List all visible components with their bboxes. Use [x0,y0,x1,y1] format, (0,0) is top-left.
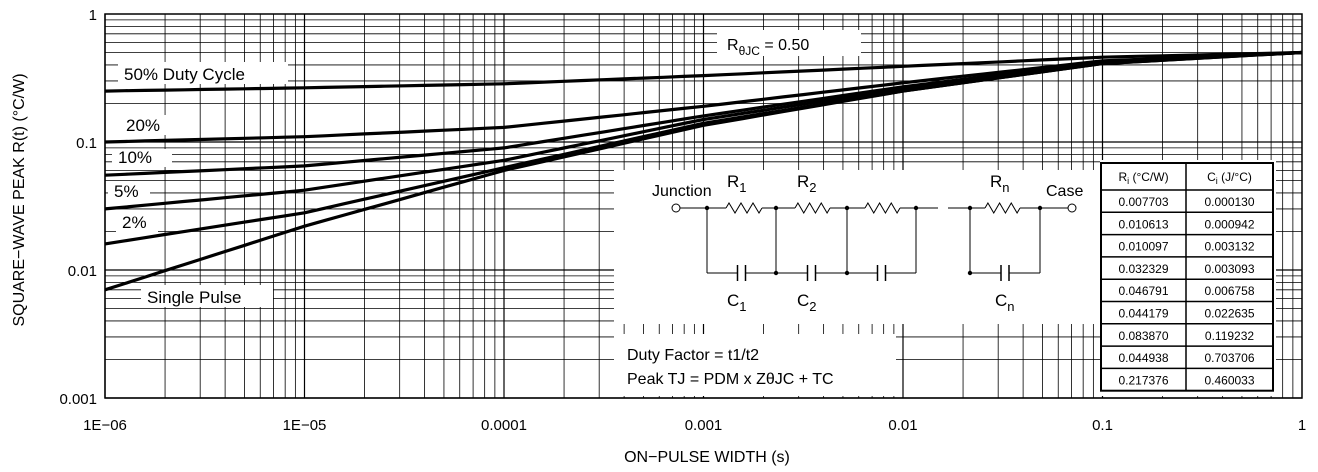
rc-table: Ri (°C/W) Ci (J/°C) 0.007703 0.000130 0.0106… [1100,162,1274,392]
series-label-background [141,285,273,307]
node [773,270,779,276]
rc-table-cell: 0.032329 [1118,262,1168,276]
rth-background [717,30,861,56]
node [704,205,710,211]
y-tick-label: 0.001 [59,391,97,408]
rc-table-cell: 0.007703 [1118,195,1168,209]
series-line-1 [104,50,1303,93]
series-label-background [118,62,288,84]
node [1037,205,1043,211]
rc-table-cell: 0.010097 [1118,240,1168,254]
rc-table-frame [1100,162,1274,392]
x-tick-label: 0.01 [888,417,917,434]
x-tick-label: 0.1 [1092,417,1113,434]
rc-table-cell: 0.460033 [1204,373,1254,387]
y-tick-label: 0.1 [76,135,97,152]
series-label-background [108,183,150,201]
case-label: Case [1046,183,1083,200]
series-line-6 [104,50,1303,292]
rc-table-cell: 0.003093 [1204,262,1254,276]
rc-table-cell: 0.119232 [1205,329,1254,343]
resistor-2 [794,202,831,214]
node [773,205,779,211]
y-tick-label: 1 [89,7,97,24]
rc-table-cell: 0.000130 [1204,195,1254,209]
x-tick-label: 1E−05 [283,417,327,434]
duty-factor-annotation: Duty Factor = t1/t2 [627,347,759,364]
tick-labels: 1E−06 1E−05 0.0001 0.001 0.01 0.1 1 0.001 0.01 0.… [59,7,1306,434]
series-label: 50% Duty Cycle [124,65,245,84]
rc-table-header: Ri (°C/W) [1118,170,1168,186]
x-tick-label: 1 [1298,417,1306,434]
x-axis-label: ON−PULSE WIDTH (s) [624,449,790,466]
rc-table-cell: 0.010613 [1118,217,1168,231]
curves [104,50,1303,292]
rc-table-cell: 0.217376 [1118,373,1168,387]
series-label: 5% [114,182,139,201]
junction-label: Junction [652,183,712,200]
rc-table-cell: 0.083870 [1118,329,1168,343]
resistor-n [984,202,1021,214]
node [967,270,973,276]
resistor-3 [864,202,901,214]
peak-annotation: Peak TJ = PDM x ZθJC + TC [627,371,834,388]
series-labels: 50% Duty Cycle 20% 10% 5% 2% Single Pulse [108,62,288,307]
rc-table-header: Ci (J/°C) [1207,170,1252,186]
x-tick-label: 0.001 [685,417,723,434]
series-label-background [112,149,172,167]
y-tick-label: 0.01 [68,263,97,280]
rc-table-cell: 0.046791 [1118,284,1168,298]
rc-table-cell: 0.044179 [1118,307,1168,321]
formula-background [614,334,896,396]
node [967,205,973,211]
rc-table-cell: 0.022635 [1204,307,1254,321]
series-label: 20% [126,116,160,135]
rc-table-cell: 0.044938 [1118,351,1168,365]
rc-table-cell: 0.000942 [1204,217,1254,231]
node [913,205,919,211]
rc-table-cell: 0.003132 [1204,240,1254,254]
junction-terminal [671,203,681,213]
rc-table-cell: 0.006758 [1204,284,1254,298]
series-label: 10% [118,148,152,167]
x-tick-label: 0.0001 [481,417,527,434]
series-label: 2% [122,213,147,232]
resistor-1 [725,202,763,214]
series-label: Single Pulse [147,288,242,307]
series-label-background [116,213,158,232]
node [844,205,850,211]
case-terminal [1067,203,1077,213]
x-tick-label: 1E−06 [83,417,127,434]
y-axis-label: SQUARE−WAVE PEAK R(t) (°C/W) [11,73,28,326]
rc-table-cell: 0.703706 [1204,351,1254,365]
series-label-background [120,115,180,135]
circuit-background [614,170,1100,324]
node [844,270,850,276]
